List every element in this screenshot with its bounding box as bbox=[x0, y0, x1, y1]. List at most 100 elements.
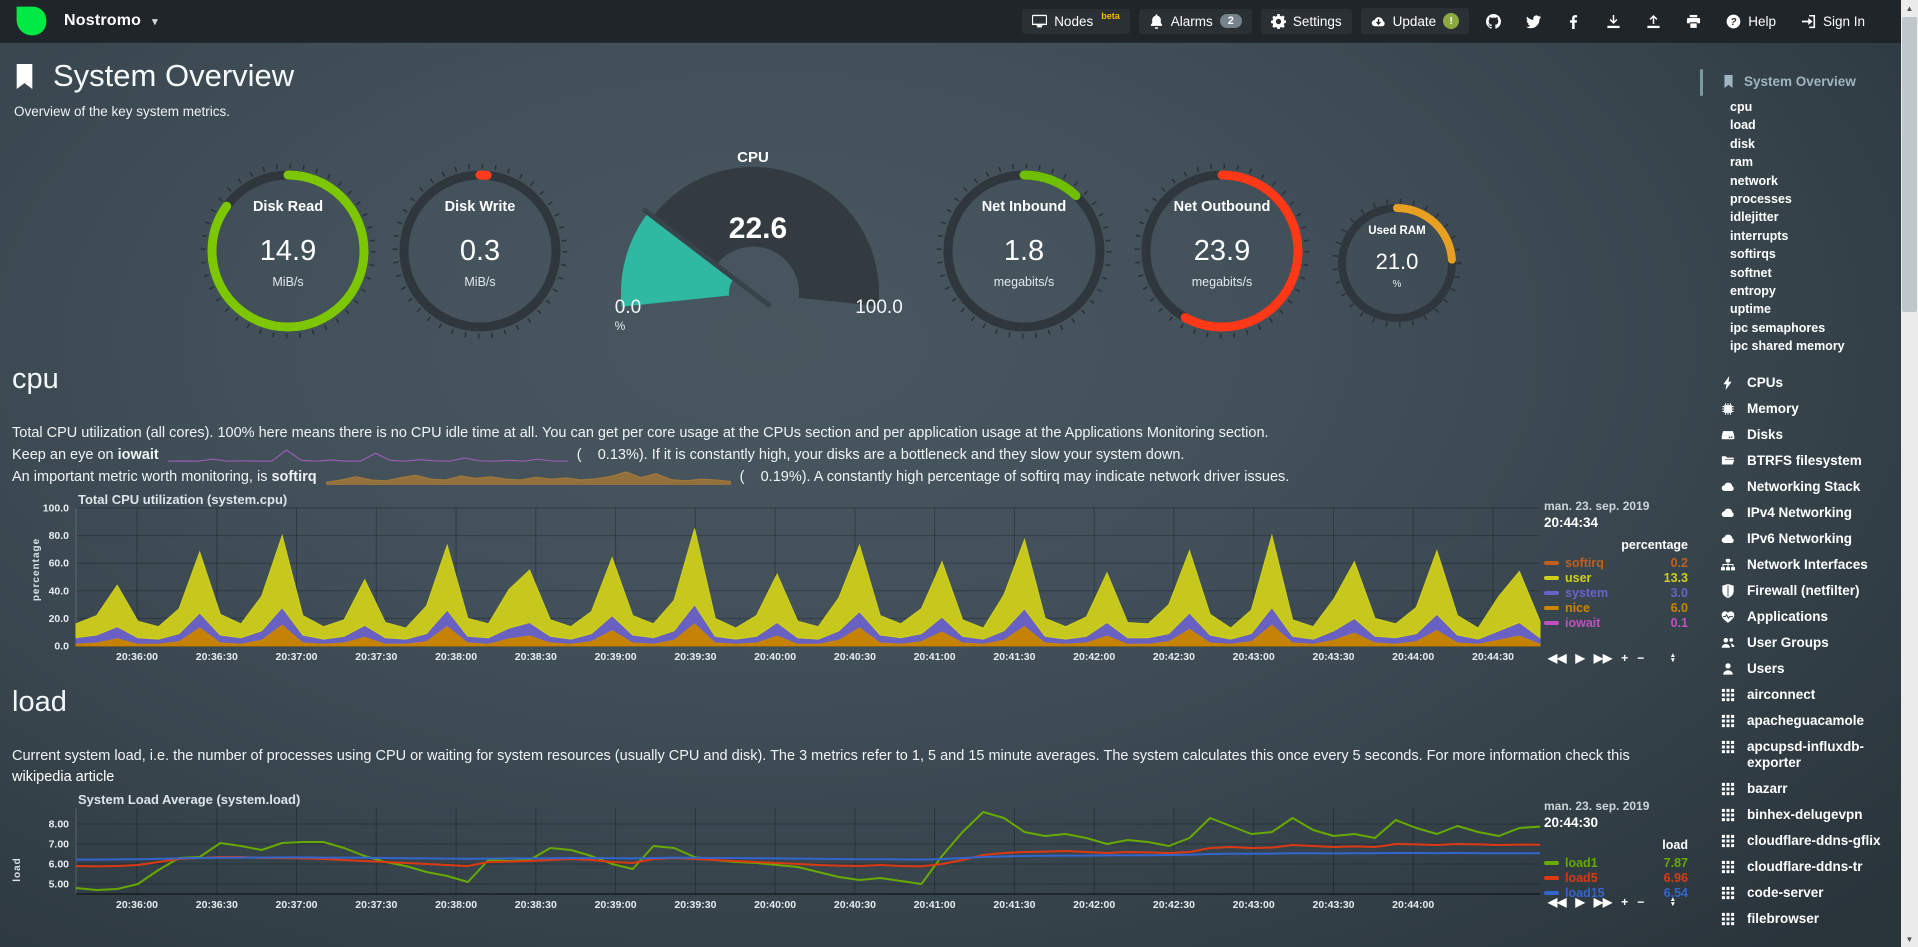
svg-text:20:37:30: 20:37:30 bbox=[355, 651, 397, 663]
legend-load5[interactable]: load5 6.96 bbox=[1544, 870, 1690, 885]
sidebar-item-disk[interactable]: disk bbox=[1730, 136, 1756, 151]
play-button[interactable]: ▶ bbox=[1575, 651, 1585, 665]
sidebar-item-ram[interactable]: ram bbox=[1730, 155, 1753, 170]
question-circle-icon: ? bbox=[1726, 14, 1741, 29]
sidebar-item-softirqs[interactable]: softirqs bbox=[1730, 247, 1776, 262]
legend-nice[interactable]: nice 6.0 bbox=[1544, 600, 1690, 615]
sidebar-item-network[interactable]: network bbox=[1730, 173, 1778, 188]
iowait-current-value: ( 0.13%). bbox=[576, 447, 648, 463]
load-chart-plot[interactable]: 5.00 6.00 7.00 8.00 20:36:00 20:36:30 20:37:00… bbox=[14, 792, 1544, 911]
legend-user[interactable]: user 13.3 bbox=[1544, 570, 1690, 585]
sidebar-item-apacheguacamole[interactable]: apacheguacamole bbox=[1700, 708, 1901, 734]
sidebar-item-softnet[interactable]: softnet bbox=[1730, 265, 1772, 280]
sidebar-item-label: code-server bbox=[1747, 884, 1824, 900]
scroll-down-arrow[interactable]: ▼ bbox=[1905, 934, 1914, 944]
sidebar-sub-items: cpu load disk ram network processes idlejitter… bbox=[1700, 98, 1901, 356]
sidebar-item-ipv6-networking[interactable]: IPv6 Networking bbox=[1700, 526, 1901, 552]
sidebar-item-ipv4-networking[interactable]: IPv4 Networking bbox=[1700, 500, 1901, 526]
section-heading-cpu[interactable]: cpu bbox=[12, 363, 59, 395]
text: If it is constantly high, your disks are… bbox=[647, 447, 1185, 463]
sidebar-item-cpu[interactable]: cpu bbox=[1730, 100, 1753, 114]
gauge-used-ram[interactable]: Used RAM 21.0 % bbox=[1332, 198, 1462, 328]
zoom-out-button[interactable]: − bbox=[1637, 651, 1645, 665]
section-heading-load[interactable]: load bbox=[12, 686, 67, 718]
sidebar-item-binhex-delugevpn[interactable]: binhex-delugevpn bbox=[1700, 802, 1901, 828]
update-button[interactable]: Update ! bbox=[1360, 8, 1470, 34]
hostname-menu[interactable]: Nostromo ▾ bbox=[64, 12, 158, 30]
svg-text:20:41:30: 20:41:30 bbox=[993, 899, 1035, 911]
pan-backward-button[interactable]: ◀◀ bbox=[1548, 651, 1567, 665]
page-scrollbar[interactable]: ▲ ▼ bbox=[1901, 0, 1918, 947]
pan-forward-button[interactable]: ▶▶ bbox=[1593, 895, 1613, 909]
zoom-in-button[interactable]: + bbox=[1621, 895, 1629, 909]
alarms-button[interactable]: Alarms 2 bbox=[1138, 8, 1252, 34]
sidebar-item-network-interfaces[interactable]: Network Interfaces bbox=[1700, 552, 1901, 578]
sidebar-item-cpus[interactable]: CPUs bbox=[1700, 370, 1901, 396]
sidebar-item-networking-stack[interactable]: Networking Stack bbox=[1700, 474, 1901, 500]
gauge-net-inbound[interactable]: Net Inbound 1.8 megabits/s bbox=[936, 163, 1112, 339]
scroll-up-arrow[interactable]: ▲ bbox=[1905, 3, 1914, 13]
sidebar-item-code-server[interactable]: code-server bbox=[1700, 880, 1901, 906]
pan-forward-button[interactable]: ▶▶ bbox=[1593, 651, 1613, 665]
legend-softirq[interactable]: softirq 0.2 bbox=[1544, 555, 1690, 570]
sidebar-item-processes[interactable]: processes bbox=[1730, 192, 1792, 207]
netdata-logo[interactable] bbox=[13, 3, 49, 39]
legend-system[interactable]: system 3.0 bbox=[1544, 585, 1690, 600]
settings-button[interactable]: Settings bbox=[1260, 8, 1352, 34]
resize-handle[interactable]: ▲ ▼ bbox=[1669, 652, 1676, 664]
zoom-in-button[interactable]: + bbox=[1621, 651, 1629, 665]
sidebar-item-apcupsd-influxdb-exporter[interactable]: apcupsd-influxdb-exporter bbox=[1700, 734, 1901, 776]
sidebar-item-disks[interactable]: Disks bbox=[1700, 422, 1901, 448]
gauge-disk-write[interactable]: Disk Write 0.3 MiB/s bbox=[392, 163, 568, 339]
sidebar-item-entropy[interactable]: entropy bbox=[1730, 284, 1776, 299]
svg-text:20:44:00: 20:44:00 bbox=[1392, 651, 1434, 663]
legend-load1[interactable]: load1 7.87 bbox=[1544, 855, 1690, 870]
wikipedia-link[interactable]: wikipedia article bbox=[12, 769, 115, 785]
sidebar-item-ipc-semaphores[interactable]: ipc semaphores bbox=[1730, 320, 1826, 335]
import-snapshot-button[interactable] bbox=[1598, 9, 1629, 34]
signin-button[interactable]: Sign In bbox=[1793, 9, 1873, 34]
sidebar-item-applications[interactable]: Applications bbox=[1700, 604, 1901, 630]
play-button[interactable]: ▶ bbox=[1575, 895, 1585, 909]
sidebar-item-user-groups[interactable]: User Groups bbox=[1700, 630, 1901, 656]
sidebar-item-system-overview[interactable]: System Overview bbox=[1700, 69, 1901, 96]
sidebar-item-interrupts[interactable]: interrupts bbox=[1730, 228, 1789, 243]
sidebar-item-idlejitter[interactable]: idlejitter bbox=[1730, 210, 1779, 225]
svg-text:80.0: 80.0 bbox=[49, 530, 70, 542]
gauge-net-outbound[interactable]: Net Outbound 23.9 megabits/s bbox=[1134, 163, 1310, 339]
help-button[interactable]: ? Help bbox=[1718, 9, 1784, 34]
twitter-button[interactable] bbox=[1518, 9, 1549, 34]
github-button[interactable] bbox=[1478, 9, 1509, 34]
gauge-disk-read[interactable]: Disk Read 14.9 MiB/s bbox=[200, 163, 376, 339]
bolt-icon bbox=[1721, 375, 1736, 390]
gauge-cpu[interactable]: CPU 22.6 0.0 100.0 % bbox=[598, 149, 908, 334]
sidebar-item-airconnect[interactable]: airconnect bbox=[1700, 682, 1901, 708]
legend-load15[interactable]: load15 6.54 bbox=[1544, 885, 1690, 900]
resize-handle[interactable]: ▲ ▼ bbox=[1670, 896, 1676, 908]
svg-text:20:42:30: 20:42:30 bbox=[1153, 651, 1195, 663]
sidebar-item-users[interactable]: Users bbox=[1700, 656, 1901, 682]
pan-backward-button[interactable]: ◀◀ bbox=[1548, 895, 1567, 909]
sidebar-item-btrfs-filesystem[interactable]: BTRFS filesystem bbox=[1700, 448, 1901, 474]
print-button[interactable] bbox=[1678, 9, 1709, 34]
sidebar-item-bazarr[interactable]: bazarr bbox=[1700, 776, 1901, 802]
sidebar-item-uptime[interactable]: uptime bbox=[1730, 302, 1771, 317]
brand: Nostromo ▾ bbox=[0, 3, 158, 39]
scrollbar-thumb[interactable] bbox=[1902, 17, 1917, 312]
text: A constantly high percentage of softirq … bbox=[810, 469, 1290, 485]
export-snapshot-button[interactable] bbox=[1638, 9, 1669, 34]
sidebar-item-cloudflare-ddns-tr[interactable]: cloudflare-ddns-tr bbox=[1700, 854, 1901, 880]
legend-iowait[interactable]: iowait 0.1 bbox=[1544, 615, 1690, 630]
facebook-button[interactable] bbox=[1558, 9, 1589, 34]
zoom-out-button[interactable]: − bbox=[1637, 895, 1645, 909]
sidebar-item-load[interactable]: load bbox=[1730, 118, 1756, 133]
chart-toolbar: ◀◀ ▶ ▶▶ + − ▲ ▼ bbox=[1548, 895, 1690, 909]
sidebar-item-ipc-shared-memory[interactable]: ipc shared memory bbox=[1730, 339, 1845, 354]
resize-down-icon: ▼ bbox=[1669, 657, 1676, 664]
sidebar-item-firewall-netfilter-[interactable]: Firewall (netfilter) bbox=[1700, 578, 1901, 604]
cpu-chart-plot[interactable]: 0.0 20.0 40.0 60.0 80.0 100.0 20:36:00 20:36:30… bbox=[14, 492, 1544, 666]
sidebar-item-cloudflare-ddns-gflix[interactable]: cloudflare-ddns-gflix bbox=[1700, 828, 1901, 854]
nodes-button[interactable]: Nodes beta bbox=[1022, 8, 1130, 34]
sidebar-item-filebrowser[interactable]: filebrowser bbox=[1700, 906, 1901, 932]
sidebar-item-memory[interactable]: Memory bbox=[1700, 396, 1901, 422]
